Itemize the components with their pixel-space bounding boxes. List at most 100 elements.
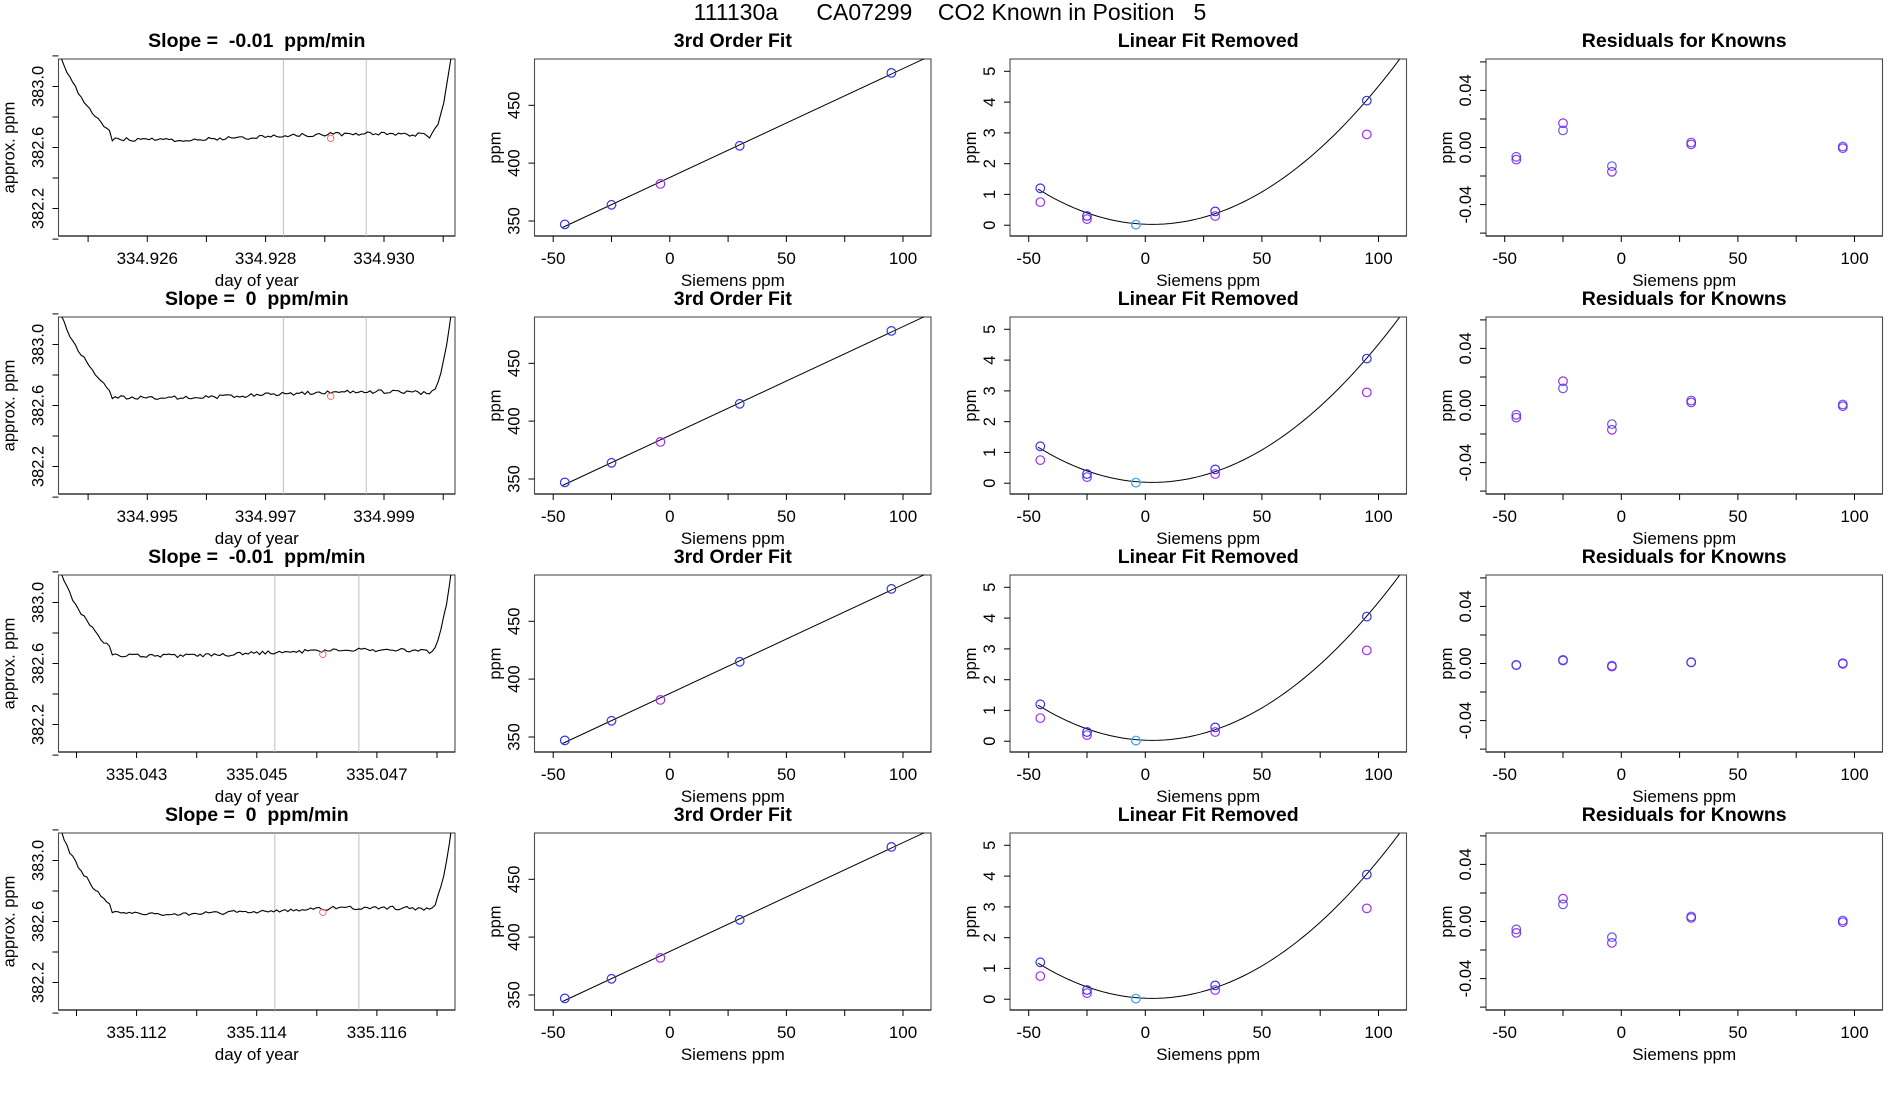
svg-text:0: 0 xyxy=(981,737,999,746)
svg-text:-0.04: -0.04 xyxy=(1457,702,1475,740)
svg-text:ppm: ppm xyxy=(1438,647,1456,679)
svg-text:Linear Fit Removed: Linear Fit Removed xyxy=(1118,804,1299,826)
svg-text:334.930: 334.930 xyxy=(353,249,414,268)
svg-text:3: 3 xyxy=(981,128,999,137)
svg-text:400: 400 xyxy=(506,665,524,693)
svg-text:Linear Fit Removed: Linear Fit Removed xyxy=(1118,288,1299,310)
svg-text:approx. ppm: approx. ppm xyxy=(1,360,19,452)
svg-text:Siemens ppm: Siemens ppm xyxy=(1632,1045,1736,1064)
svg-text:0.00: 0.00 xyxy=(1457,905,1475,937)
svg-text:5: 5 xyxy=(981,841,999,850)
svg-text:50: 50 xyxy=(777,1023,796,1042)
svg-text:0.04: 0.04 xyxy=(1457,590,1475,622)
svg-text:0: 0 xyxy=(665,249,674,268)
svg-text:100: 100 xyxy=(889,1023,917,1042)
svg-text:1: 1 xyxy=(981,190,999,199)
svg-text:2: 2 xyxy=(981,933,999,942)
svg-text:450: 450 xyxy=(506,92,524,120)
svg-text:0: 0 xyxy=(1617,507,1626,526)
svg-text:Residuals for Knowns: Residuals for Knowns xyxy=(1582,804,1787,826)
svg-text:1: 1 xyxy=(981,964,999,973)
svg-text:1: 1 xyxy=(981,448,999,457)
svg-text:50: 50 xyxy=(1728,507,1747,526)
svg-text:334.995: 334.995 xyxy=(117,507,178,526)
svg-text:2: 2 xyxy=(981,675,999,684)
svg-text:0: 0 xyxy=(981,479,999,488)
svg-text:335.116: 335.116 xyxy=(347,1023,407,1042)
svg-text:4: 4 xyxy=(981,614,999,623)
svg-text:382.6: 382.6 xyxy=(30,901,48,942)
svg-text:-50: -50 xyxy=(541,765,566,784)
svg-text:-50: -50 xyxy=(1492,1023,1517,1042)
svg-text:0.04: 0.04 xyxy=(1457,74,1475,106)
svg-text:0: 0 xyxy=(1141,507,1150,526)
svg-text:-50: -50 xyxy=(541,249,566,268)
svg-text:450: 450 xyxy=(506,866,524,894)
svg-text:350: 350 xyxy=(506,207,524,235)
svg-text:0.00: 0.00 xyxy=(1457,647,1475,679)
svg-text:383.0: 383.0 xyxy=(30,66,48,107)
svg-text:-50: -50 xyxy=(1016,1023,1041,1042)
svg-text:ppm: ppm xyxy=(962,905,980,937)
svg-text:ppm: ppm xyxy=(487,647,505,679)
svg-text:100: 100 xyxy=(1364,249,1392,268)
svg-text:100: 100 xyxy=(1364,765,1392,784)
svg-text:334.997: 334.997 xyxy=(235,507,296,526)
svg-text:Slope = 0 ppm/min: Slope = 0 ppm/min xyxy=(165,804,349,826)
svg-text:5: 5 xyxy=(981,325,999,334)
svg-text:-50: -50 xyxy=(541,507,566,526)
svg-text:0: 0 xyxy=(1617,1023,1626,1042)
svg-text:50: 50 xyxy=(1252,765,1271,784)
svg-text:2: 2 xyxy=(981,417,999,426)
svg-text:50: 50 xyxy=(777,249,796,268)
svg-text:approx. ppm: approx. ppm xyxy=(1,876,19,968)
svg-text:4: 4 xyxy=(981,872,999,881)
svg-text:0: 0 xyxy=(1141,765,1150,784)
svg-text:4: 4 xyxy=(981,98,999,107)
svg-text:ppm: ppm xyxy=(487,389,505,421)
svg-text:-50: -50 xyxy=(1492,507,1517,526)
svg-text:0: 0 xyxy=(665,765,674,784)
svg-text:50: 50 xyxy=(1728,1023,1747,1042)
svg-text:383.0: 383.0 xyxy=(30,582,48,623)
svg-text:day of year: day of year xyxy=(215,1045,299,1064)
svg-text:50: 50 xyxy=(1252,249,1271,268)
svg-text:-0.04: -0.04 xyxy=(1457,444,1475,482)
svg-text:1: 1 xyxy=(981,706,999,715)
svg-text:450: 450 xyxy=(506,608,524,636)
svg-text:-50: -50 xyxy=(1016,507,1041,526)
svg-text:50: 50 xyxy=(1252,1023,1271,1042)
svg-text:3: 3 xyxy=(981,902,999,911)
svg-text:4: 4 xyxy=(981,356,999,365)
svg-text:0.04: 0.04 xyxy=(1457,332,1475,364)
svg-text:0.00: 0.00 xyxy=(1457,131,1475,163)
svg-text:Slope = -0.01 ppm/min: Slope = -0.01 ppm/min xyxy=(148,30,365,52)
svg-text:0: 0 xyxy=(665,1023,674,1042)
svg-text:335.045: 335.045 xyxy=(226,765,287,784)
svg-text:5: 5 xyxy=(981,67,999,76)
svg-text:ppm: ppm xyxy=(487,905,505,937)
svg-text:382.6: 382.6 xyxy=(30,127,48,168)
svg-text:50: 50 xyxy=(777,507,796,526)
svg-text:3rd Order Fit: 3rd Order Fit xyxy=(674,288,793,310)
svg-text:-50: -50 xyxy=(1492,765,1517,784)
svg-text:-50: -50 xyxy=(541,1023,566,1042)
svg-text:5: 5 xyxy=(981,583,999,592)
svg-text:100: 100 xyxy=(889,507,917,526)
svg-text:382.2: 382.2 xyxy=(30,188,48,229)
svg-text:Residuals for Knowns: Residuals for Knowns xyxy=(1582,288,1787,310)
svg-text:0: 0 xyxy=(1141,1023,1150,1042)
svg-text:335.043: 335.043 xyxy=(106,765,167,784)
svg-text:100: 100 xyxy=(1364,507,1392,526)
svg-text:ppm: ppm xyxy=(1438,131,1456,163)
svg-text:100: 100 xyxy=(1840,249,1868,268)
svg-text:ppm: ppm xyxy=(962,131,980,163)
svg-text:Residuals for Knowns: Residuals for Knowns xyxy=(1582,546,1787,568)
svg-text:100: 100 xyxy=(889,765,917,784)
svg-text:-50: -50 xyxy=(1492,249,1517,268)
svg-text:350: 350 xyxy=(506,723,524,751)
svg-text:334.926: 334.926 xyxy=(117,249,178,268)
svg-text:0: 0 xyxy=(1617,249,1626,268)
svg-text:0.00: 0.00 xyxy=(1457,389,1475,421)
svg-text:ppm: ppm xyxy=(962,647,980,679)
